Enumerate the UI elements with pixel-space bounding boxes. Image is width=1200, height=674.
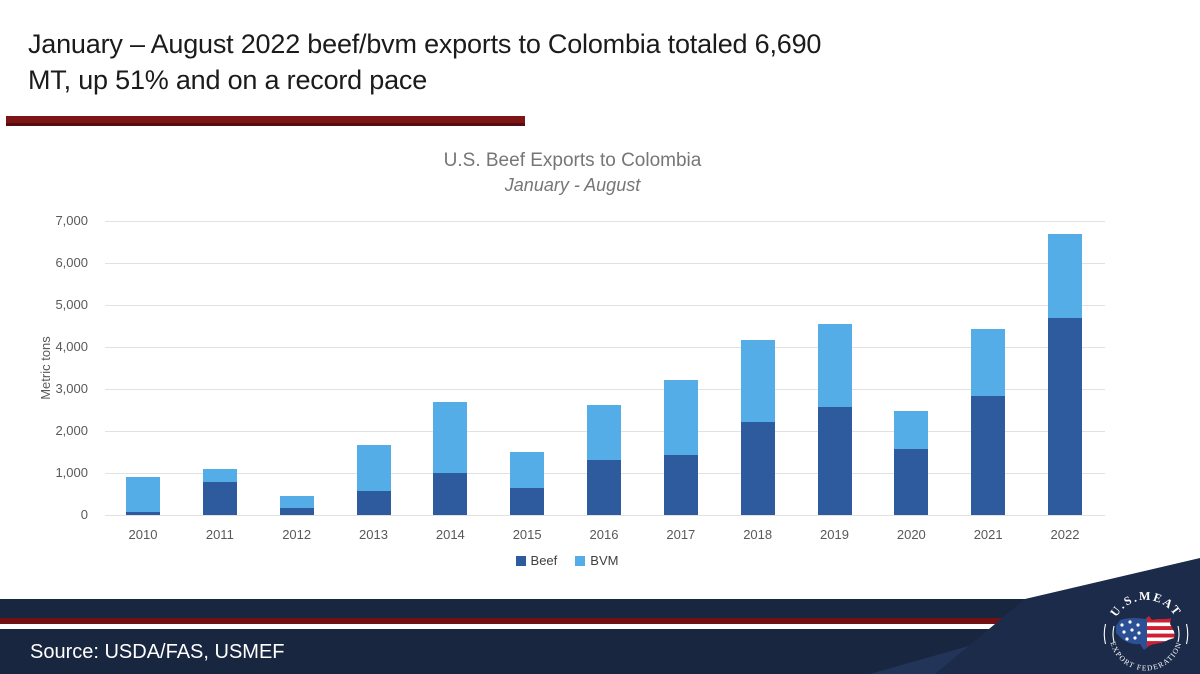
- gridline: [105, 514, 1105, 516]
- bar-segment-beef: [356, 491, 391, 515]
- chart-title: U.S. Beef Exports to Colombia: [443, 150, 702, 171]
- beef-exports-chart: U.S. Beef Exports to Colombia January - …: [0, 145, 1145, 590]
- bar-segment-beef: [587, 459, 621, 515]
- source-label: Source: USDA/FAS, USMEF: [30, 641, 285, 663]
- legend-item-bvm: BVM: [575, 553, 618, 568]
- legend-item-beef: Beef: [515, 553, 558, 568]
- bar-segment-beef: [894, 449, 929, 515]
- bar-2014: [433, 402, 468, 515]
- x-tick-label: 2017: [666, 527, 696, 542]
- bar-segment-bvm: [663, 379, 698, 455]
- bar-2019: [817, 323, 852, 515]
- bar-segment-beef: [510, 488, 545, 515]
- legend-swatch-beef: [515, 555, 526, 566]
- gridline: [105, 346, 1105, 348]
- usmef-logo: U.S.MEAT EXPORT FEDERATION: [1100, 588, 1192, 674]
- legend-label: Beef: [530, 553, 558, 568]
- logo-arc-right-inner: [1177, 625, 1180, 643]
- slide-title-line2: MT, up 51% and on a record pace: [28, 65, 428, 95]
- bar-segment-beef: [817, 407, 852, 515]
- bar-segment-bvm: [433, 402, 468, 474]
- bar-segment-bvm: [971, 328, 1006, 397]
- bar-2021: [971, 328, 1006, 515]
- x-tick-label: 2018: [743, 527, 773, 542]
- footer-band-red-stripe: [0, 618, 1200, 624]
- bar-2015: [510, 452, 545, 515]
- bar-segment-bvm: [587, 405, 621, 460]
- gridline: [105, 304, 1105, 306]
- y-axis-title: Metric tons: [38, 336, 53, 400]
- bar-2016: [587, 405, 621, 515]
- title-accent-rule: [6, 116, 525, 126]
- gridline: [105, 220, 1105, 222]
- gridline: [105, 388, 1105, 390]
- slide-title-line1: January – August 2022 beef/bvm exports t…: [28, 29, 822, 59]
- legend-label: BVM: [590, 553, 619, 568]
- slide-title: January – August 2022 beef/bvm exports t…: [28, 26, 1068, 98]
- legend-swatch-bvm: [575, 555, 586, 566]
- x-tick-label: 2011: [205, 527, 234, 542]
- bar-segment-bvm: [894, 410, 929, 450]
- bar-segment-beef: [971, 396, 1006, 515]
- chart-subtitle: January - August: [504, 175, 641, 195]
- gridline: [105, 262, 1105, 264]
- bar-segment-beef: [279, 508, 314, 515]
- bar-segment-beef: [433, 473, 468, 515]
- x-tick-label: 2010: [128, 527, 158, 542]
- bar-segment-beef: [663, 454, 698, 515]
- logo-arc-right-outer: [1185, 623, 1189, 645]
- x-tick-label: 2013: [359, 527, 388, 542]
- x-tick-label: 2016: [589, 527, 619, 542]
- bar-2017: [663, 379, 698, 515]
- bar-segment-bvm: [356, 445, 391, 492]
- bar-segment-beef: [740, 421, 775, 515]
- logo-arc-left-inner: [1112, 625, 1115, 643]
- bar-segment-bvm: [202, 468, 237, 483]
- bar-segment-beef: [126, 512, 160, 515]
- bar-2018: [740, 339, 775, 515]
- bar-segment-bvm: [740, 339, 775, 422]
- bar-2010: [126, 476, 160, 515]
- plot-area: [105, 220, 1105, 516]
- bar-segment-bvm: [510, 452, 545, 489]
- chart-legend: Beef BVM: [0, 553, 1134, 568]
- bar-2022: [1048, 234, 1082, 515]
- bar-segment-bvm: [279, 495, 314, 509]
- x-tick-label: 2012: [282, 527, 312, 542]
- bar-segment-bvm: [126, 476, 160, 513]
- bar-segment-bvm: [1048, 234, 1082, 319]
- bar-2012: [279, 495, 314, 515]
- bar-segment-beef: [1048, 318, 1082, 515]
- bar-2011: [202, 468, 237, 515]
- footer-band-white-stripe: [0, 624, 1200, 629]
- bar-2013: [356, 445, 391, 515]
- bar-segment-beef: [202, 482, 237, 515]
- bar-segment-bvm: [817, 323, 852, 408]
- x-tick-label: 2015: [512, 527, 542, 542]
- x-tick-label: 2014: [435, 527, 465, 542]
- footer-band-navy-top: [0, 599, 1200, 618]
- bar-2020: [894, 410, 929, 515]
- logo-arc-left-outer: [1103, 623, 1107, 645]
